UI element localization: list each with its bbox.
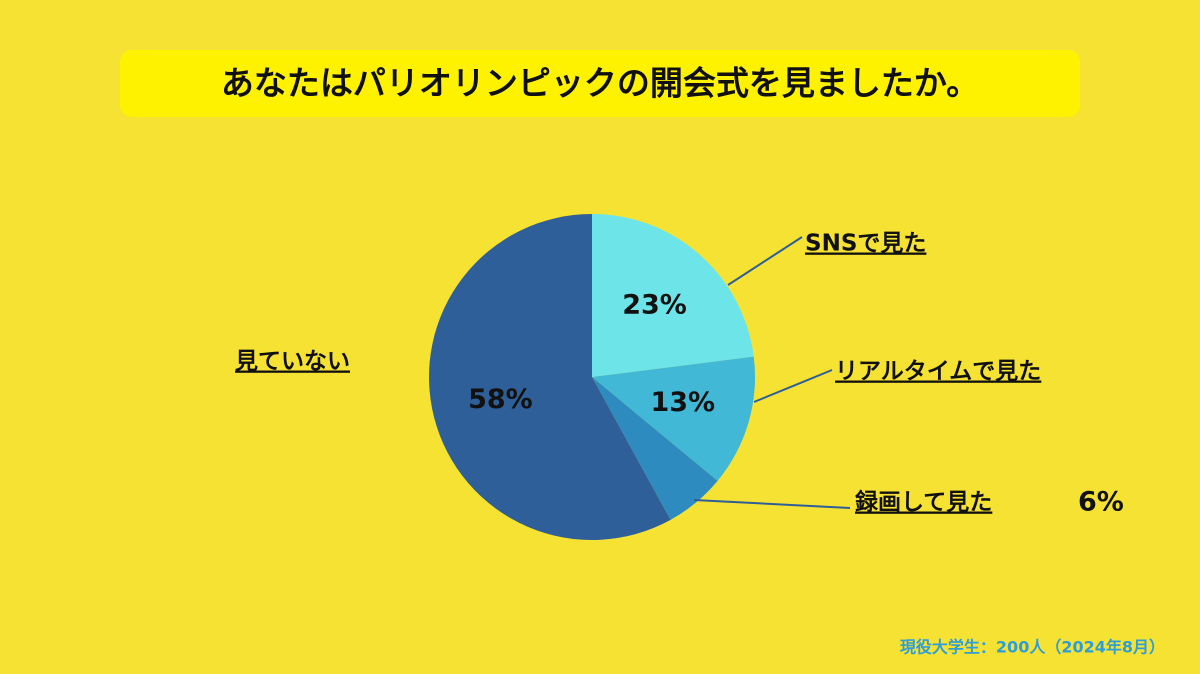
pie-slice (592, 214, 754, 377)
title-box (120, 50, 1080, 117)
pie-slice (592, 377, 718, 520)
pie-slice (429, 213, 671, 540)
value-label: 23% (622, 290, 687, 321)
category-label: 見ていない (235, 349, 350, 375)
chart-title: あなたはパリオリンピックの開会式を見ましたか。 (221, 64, 979, 103)
leader-lines (693, 236, 851, 509)
leader-line (753, 369, 833, 403)
category-label: SNSで見た (805, 231, 926, 257)
footnote: 現役大学生：200人（2024年8月） (900, 638, 1165, 657)
category-label: 録画して見た (855, 489, 992, 516)
leader-line (727, 236, 803, 286)
pie-slice (592, 356, 755, 481)
leader-line (693, 499, 851, 509)
category-label: リアルタイムで見た (835, 359, 1041, 385)
value-label: 6% (1078, 487, 1124, 518)
value-label: 58% (468, 384, 533, 415)
value-label: 13% (650, 387, 715, 418)
